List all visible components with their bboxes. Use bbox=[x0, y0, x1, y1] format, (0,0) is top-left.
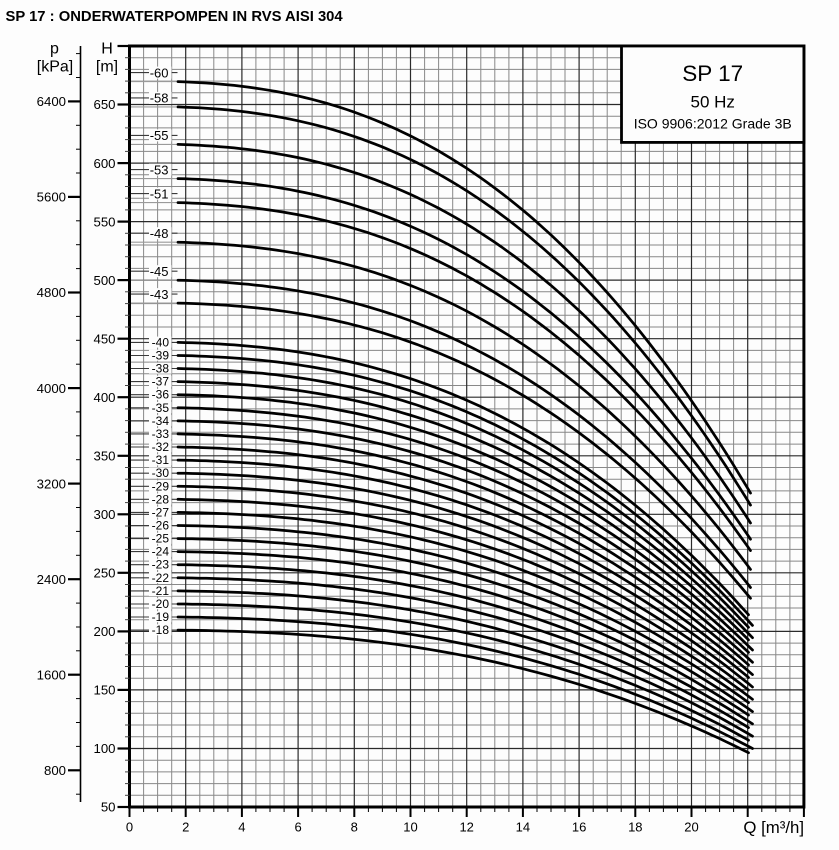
svg-text:150: 150 bbox=[93, 683, 115, 698]
svg-text:100: 100 bbox=[93, 741, 115, 756]
svg-text:200: 200 bbox=[93, 624, 115, 639]
svg-text:-58: -58 bbox=[150, 91, 169, 106]
svg-text:650: 650 bbox=[93, 97, 115, 112]
svg-text:-24: -24 bbox=[152, 545, 170, 559]
svg-text:3200: 3200 bbox=[37, 476, 66, 491]
svg-text:SP 17 : ONDERWATERPOMPEN IN RV: SP 17 : ONDERWATERPOMPEN IN RVS AISI 304 bbox=[6, 9, 344, 25]
svg-text:18: 18 bbox=[628, 820, 642, 835]
svg-text:-43: -43 bbox=[150, 287, 169, 302]
svg-text:8: 8 bbox=[351, 820, 358, 835]
svg-text:-28: -28 bbox=[152, 492, 170, 506]
svg-text:1600: 1600 bbox=[37, 667, 66, 682]
svg-text:-32: -32 bbox=[152, 440, 170, 454]
svg-text:-34: -34 bbox=[152, 414, 170, 428]
svg-text:20: 20 bbox=[684, 820, 698, 835]
svg-text:-26: -26 bbox=[152, 519, 170, 533]
svg-text:H: H bbox=[101, 41, 113, 58]
svg-text:-36: -36 bbox=[152, 388, 170, 402]
svg-text:16: 16 bbox=[572, 820, 586, 835]
svg-text:-37: -37 bbox=[152, 375, 170, 389]
svg-text:550: 550 bbox=[93, 214, 115, 229]
svg-text:-30: -30 bbox=[152, 466, 170, 480]
svg-text:-53: -53 bbox=[150, 162, 169, 177]
svg-text:-60: -60 bbox=[150, 65, 169, 80]
svg-text:2400: 2400 bbox=[37, 572, 66, 587]
svg-text:0: 0 bbox=[126, 820, 133, 835]
svg-text:-35: -35 bbox=[152, 401, 170, 415]
svg-text:800: 800 bbox=[44, 763, 66, 778]
svg-text:-20: -20 bbox=[152, 597, 170, 611]
svg-text:-45: -45 bbox=[150, 264, 169, 279]
svg-text:-33: -33 bbox=[152, 427, 170, 441]
svg-text:500: 500 bbox=[93, 273, 115, 288]
svg-text:[kPa]: [kPa] bbox=[37, 59, 73, 76]
svg-text:SP 17: SP 17 bbox=[682, 61, 743, 86]
svg-text:6: 6 bbox=[294, 820, 301, 835]
svg-text:50: 50 bbox=[101, 800, 116, 815]
svg-text:12: 12 bbox=[459, 820, 473, 835]
svg-text:-51: -51 bbox=[150, 186, 169, 201]
svg-text:-19: -19 bbox=[152, 610, 170, 624]
svg-text:-25: -25 bbox=[152, 532, 170, 546]
svg-text:-55: -55 bbox=[150, 128, 169, 143]
svg-text:-39: -39 bbox=[152, 349, 170, 363]
svg-text:300: 300 bbox=[93, 507, 115, 522]
svg-text:5600: 5600 bbox=[37, 190, 66, 205]
svg-text:6400: 6400 bbox=[37, 94, 66, 109]
svg-text:-23: -23 bbox=[152, 558, 170, 572]
svg-text:14: 14 bbox=[516, 820, 530, 835]
svg-text:Q [m³/h]: Q [m³/h] bbox=[743, 818, 804, 837]
svg-text:4000: 4000 bbox=[37, 381, 66, 396]
svg-text:-22: -22 bbox=[152, 571, 170, 585]
svg-text:600: 600 bbox=[93, 156, 115, 171]
svg-text:350: 350 bbox=[93, 449, 115, 464]
svg-text:4: 4 bbox=[238, 820, 245, 835]
svg-text:ISO 9906:2012 Grade 3B: ISO 9906:2012 Grade 3B bbox=[634, 116, 792, 132]
svg-text:-29: -29 bbox=[152, 479, 170, 493]
svg-text:10: 10 bbox=[403, 820, 417, 835]
svg-text:-31: -31 bbox=[152, 453, 170, 467]
svg-text:-27: -27 bbox=[152, 505, 170, 519]
svg-text:2: 2 bbox=[182, 820, 189, 835]
svg-text:[m]: [m] bbox=[96, 59, 118, 76]
svg-text:-48: -48 bbox=[150, 226, 169, 241]
svg-text:-38: -38 bbox=[152, 362, 170, 376]
svg-text:4800: 4800 bbox=[37, 285, 66, 300]
svg-text:400: 400 bbox=[93, 390, 115, 405]
svg-text:-21: -21 bbox=[152, 584, 170, 598]
svg-text:p: p bbox=[50, 41, 59, 58]
svg-text:50 Hz: 50 Hz bbox=[690, 93, 734, 112]
svg-text:-40: -40 bbox=[152, 335, 170, 349]
svg-text:250: 250 bbox=[93, 566, 115, 581]
svg-text:-18: -18 bbox=[152, 623, 170, 637]
svg-text:450: 450 bbox=[93, 331, 115, 346]
